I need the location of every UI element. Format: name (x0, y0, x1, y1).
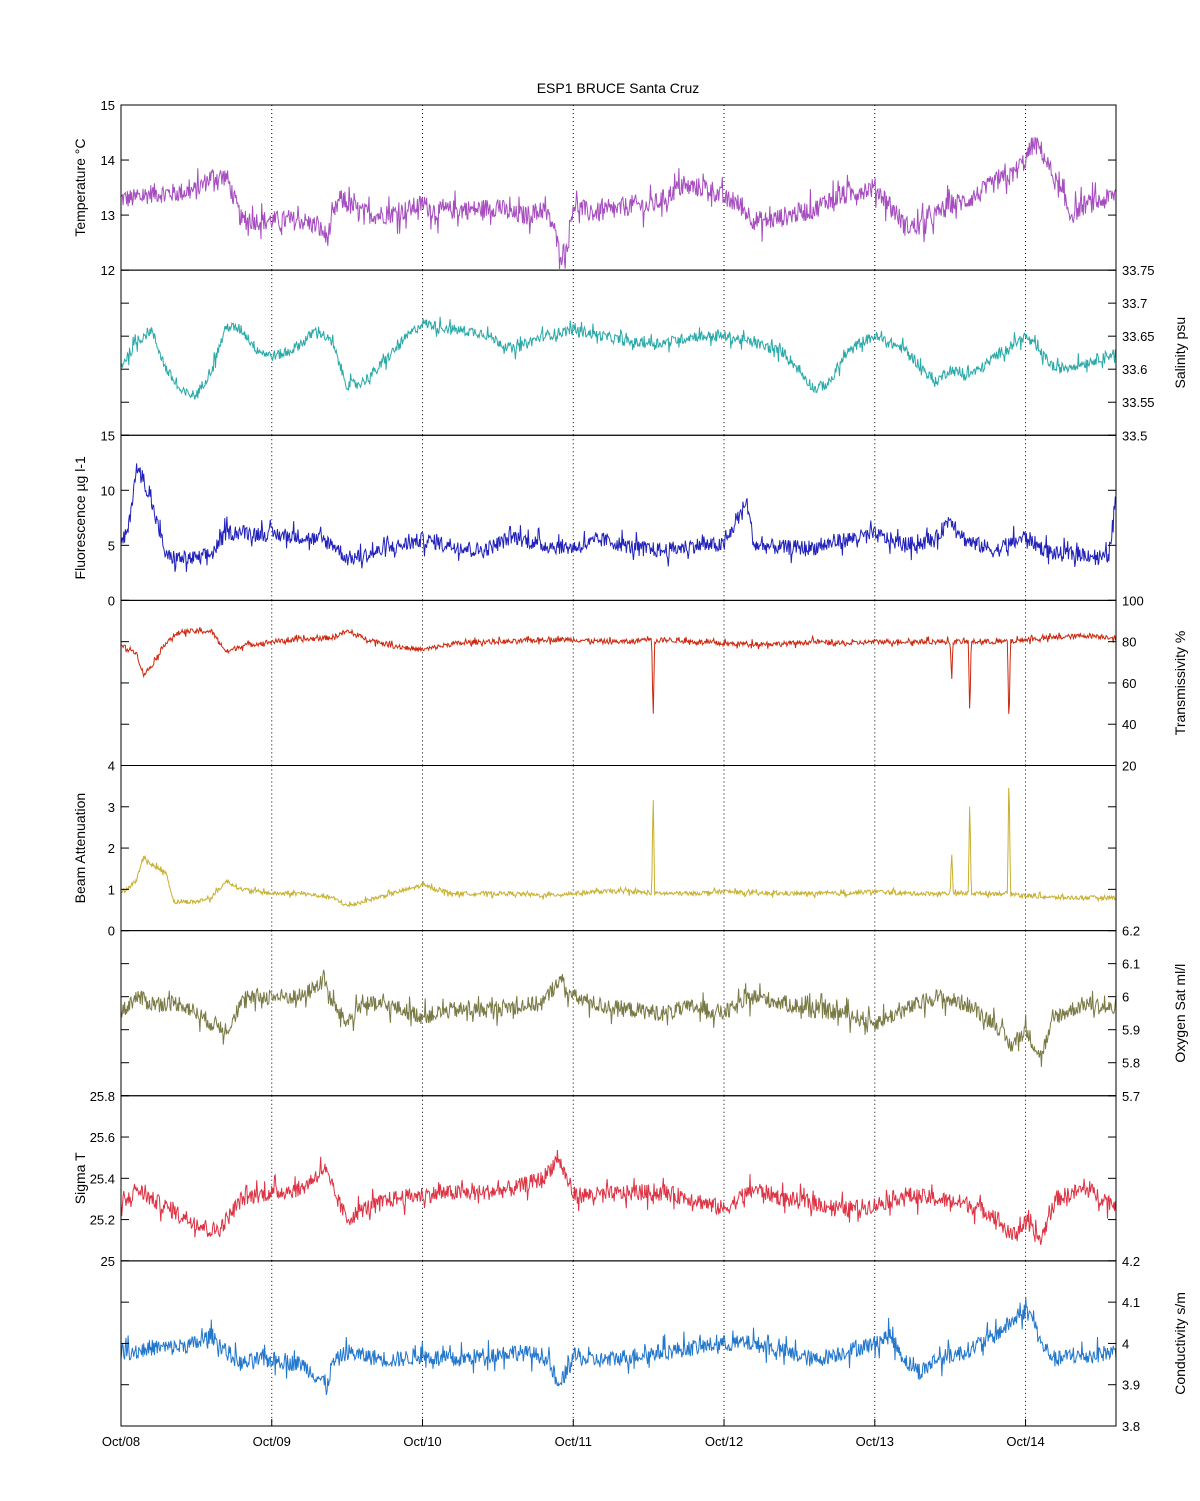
y-tick-label: 5.8 (1122, 1056, 1140, 1071)
panel-fluorescence: 0 5 10 15 Fluorescence µg l-1 (72, 428, 1117, 608)
y-tick-label: 3 (108, 800, 115, 815)
y-tick-label: 2 (108, 841, 115, 856)
y-tick-label: 5.7 (1122, 1089, 1140, 1104)
y-axis-label: Sigma T (72, 1152, 88, 1204)
y-tick-label: 14 (101, 153, 115, 168)
data-line-sigma_t (120, 1149, 1117, 1246)
y-tick-label: 25 (101, 1254, 115, 1269)
y-tick-label: 25.8 (90, 1089, 115, 1104)
data-line-temperature (120, 136, 1117, 270)
y-tick-label: 100 (1122, 593, 1144, 608)
panel-frame (120, 930, 1117, 1097)
y-tick-label: 25.6 (90, 1130, 115, 1145)
panel-transmissivity: 20 40 60 80 100 Transmissivity % (120, 593, 1188, 774)
panel-temperature: 12 13 14 15 Temperature °C (72, 98, 1117, 278)
data-line-salinity (120, 316, 1117, 400)
y-axis-label: Conductivity s/m (1172, 1292, 1188, 1395)
x-tick-label: Oct/12 (705, 1434, 743, 1449)
y-axis-label: Oxygen Sat ml/l (1172, 964, 1188, 1063)
y-tick-label: 4 (1122, 1336, 1129, 1351)
y-tick-label: 33.55 (1122, 395, 1155, 410)
panel-frame (120, 1260, 1117, 1427)
x-tick-label: Oct/11 (555, 1434, 592, 1449)
y-tick-label: 6.2 (1122, 924, 1140, 939)
y-axis-label: Temperature °C (72, 138, 88, 236)
y-tick-label: 33.75 (1122, 263, 1155, 278)
y-axis-label: Transmissivity % (1172, 631, 1188, 736)
y-tick-label: 33.65 (1122, 329, 1155, 344)
y-tick-label: 15 (101, 428, 115, 443)
panel-sigma_t: 25 25.2 25.4 25.6 25.8 Sigma T (72, 1089, 1117, 1269)
x-tick-label: Oct/09 (253, 1434, 291, 1449)
y-tick-label: 4.2 (1122, 1254, 1140, 1269)
y-tick-label: 13 (101, 208, 115, 223)
y-tick-label: 15 (101, 98, 115, 113)
x-tick-label: Oct/10 (403, 1434, 441, 1449)
y-tick-label: 0 (108, 593, 115, 608)
y-tick-label: 6.1 (1122, 957, 1140, 972)
y-tick-label: 25.2 (90, 1213, 115, 1228)
y-tick-label: 3.9 (1122, 1378, 1140, 1393)
panel-frame (120, 104, 1117, 271)
y-tick-label: 4 (108, 759, 115, 774)
y-tick-label: 12 (101, 263, 115, 278)
data-line-fluorescence (120, 463, 1117, 572)
x-tick-label: Oct/08 (102, 1434, 140, 1449)
y-tick-label: 1 (108, 882, 115, 897)
panel-frame (120, 434, 1117, 601)
y-tick-label: 5.9 (1122, 1023, 1140, 1038)
data-line-transmissivity (120, 626, 1117, 714)
panel-frame (120, 765, 1117, 932)
chart-title: ESP1 BRUCE Santa Cruz (537, 80, 700, 96)
data-line-beam_attenuation (120, 787, 1117, 908)
y-tick-label: 0 (108, 924, 115, 939)
y-tick-label: 20 (1122, 759, 1136, 774)
panel-frame (120, 1095, 1117, 1262)
y-tick-label: 25.4 (90, 1171, 115, 1186)
y-tick-label: 60 (1122, 676, 1136, 691)
y-tick-label: 5 (108, 538, 115, 553)
y-axis-label: Fluorescence µg l-1 (72, 456, 88, 579)
y-axis-label: Salinity psu (1172, 317, 1188, 389)
panel-beam_attenuation: 0 1 2 3 4 Beam Attenuation (72, 759, 1117, 939)
panel-salinity: 33.5 33.55 33.6 33.65 33.7 33.75 Salinity psu (120, 263, 1188, 443)
x-tick-label: Oct/13 (856, 1434, 894, 1449)
y-tick-label: 40 (1122, 717, 1136, 732)
y-tick-label: 33.6 (1122, 362, 1147, 377)
y-tick-label: 33.7 (1122, 296, 1147, 311)
y-tick-label: 6 (1122, 990, 1129, 1005)
panel-conductivity: 3.8 3.9 4 4.1 4.2 Conductivity s/m (120, 1254, 1188, 1434)
data-line-conductivity (120, 1297, 1117, 1395)
y-tick-label: 3.8 (1122, 1419, 1140, 1434)
y-tick-label: 33.5 (1122, 428, 1147, 443)
y-tick-label: 10 (101, 483, 115, 498)
x-tick-label: Oct/14 (1006, 1434, 1044, 1449)
panel-oxygen_sat: 5.7 5.8 5.9 6 6.1 6.2 Oxygen Sat ml/l (120, 924, 1188, 1104)
y-tick-label: 80 (1122, 635, 1136, 650)
y-tick-label: 4.1 (1122, 1295, 1140, 1310)
y-axis-label: Beam Attenuation (72, 793, 88, 904)
panel-frame (120, 599, 1117, 766)
data-line-oxygen_sat (120, 969, 1117, 1068)
